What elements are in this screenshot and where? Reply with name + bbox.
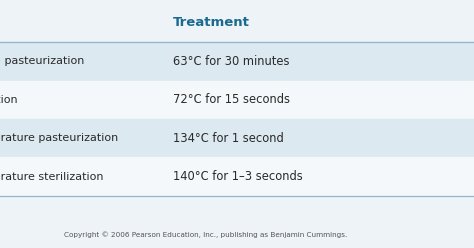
Text: 63°C for 30 minutes: 63°C for 30 minutes <box>173 55 290 68</box>
Text: Treatment: Treatment <box>173 16 250 30</box>
Text: 134°C for 1 second: 134°C for 1 second <box>173 132 284 145</box>
Text: 140°C for 1–3 seconds: 140°C for 1–3 seconds <box>173 170 303 183</box>
Bar <box>0 42 474 81</box>
Text: Ultra-high-temperature pasteurization: Ultra-high-temperature pasteurization <box>0 133 118 143</box>
Text: Flash pasteurization: Flash pasteurization <box>0 95 18 105</box>
Bar <box>0 4 474 42</box>
Text: Copyright © 2006 Pearson Education, Inc., publishing as Benjamin Cummings.: Copyright © 2006 Pearson Education, Inc.… <box>64 231 347 238</box>
Text: Historical (batch) pasteurization: Historical (batch) pasteurization <box>0 56 84 66</box>
Bar <box>0 81 474 119</box>
Text: 72°C for 15 seconds: 72°C for 15 seconds <box>173 93 290 106</box>
Bar <box>0 157 474 196</box>
Text: Ultra-high-temperature sterilization: Ultra-high-temperature sterilization <box>0 172 104 182</box>
Bar <box>0 119 474 157</box>
